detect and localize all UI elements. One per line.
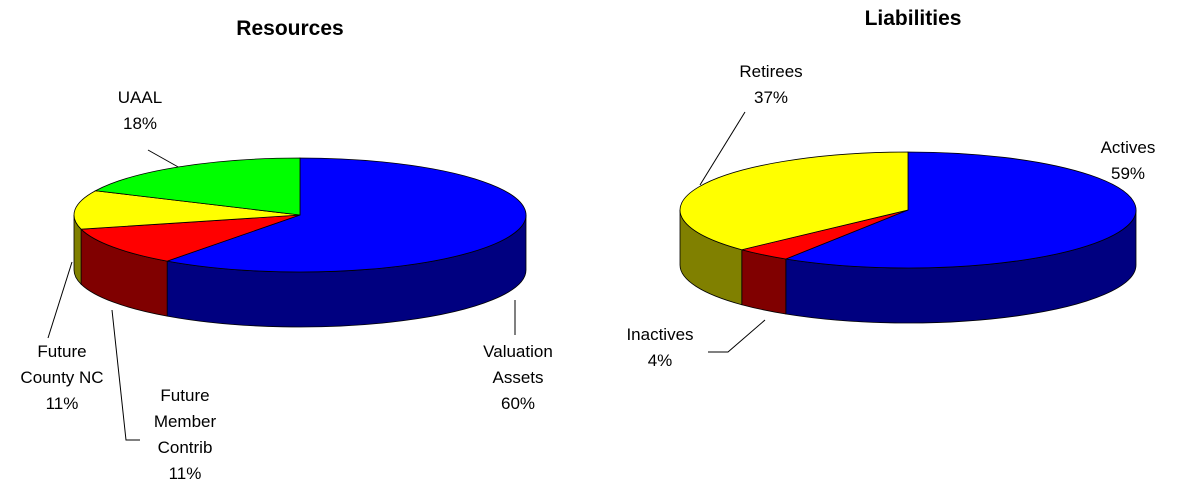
pie-slice <box>165 157 527 273</box>
leader-lines <box>47 111 766 441</box>
value-label: 59% <box>1110 164 1146 183</box>
slice-label: UAAL 18% <box>100 85 180 137</box>
leader-line <box>708 319 766 353</box>
leader-line <box>147 149 181 169</box>
category-label: Retirees <box>739 62 803 81</box>
pie-slice <box>784 151 1137 269</box>
slice-label: Inactives 4% <box>615 322 705 374</box>
category-label: Actives <box>1100 138 1156 157</box>
slice-label: Retirees 37% <box>726 59 816 111</box>
category-label: Future County NC <box>20 342 104 387</box>
chart-title: Resources <box>236 17 344 40</box>
pie-slice <box>73 190 301 230</box>
category-label: Valuation Assets <box>483 342 553 387</box>
slice-label: Future County NC 11% <box>15 339 110 417</box>
value-label: 37% <box>753 88 789 107</box>
slice-label: Future Member Contrib 11% <box>148 383 223 487</box>
pie-slice <box>94 157 301 216</box>
pie-slice <box>80 214 301 262</box>
category-label: Future Member Contrib <box>153 386 217 457</box>
slice-label: Valuation Assets 60% <box>468 339 568 417</box>
pie-side <box>741 249 787 315</box>
value-label: 18% <box>122 114 158 133</box>
category-label: UAAL <box>117 88 163 107</box>
slice-label: Actives 59% <box>1088 135 1168 187</box>
chart-title: Liabilities <box>864 7 962 30</box>
pie-slice <box>679 151 909 251</box>
value-label: 4% <box>647 351 673 370</box>
leader-line <box>699 111 746 186</box>
value-label: 60% <box>500 394 536 413</box>
leader-line <box>111 309 140 441</box>
pie-tops <box>73 157 527 273</box>
value-label: 11% <box>45 394 79 413</box>
pie-tops <box>679 151 1137 269</box>
value-label: 11% <box>168 464 202 483</box>
category-label: Inactives <box>626 325 694 344</box>
leader-line <box>47 261 73 339</box>
